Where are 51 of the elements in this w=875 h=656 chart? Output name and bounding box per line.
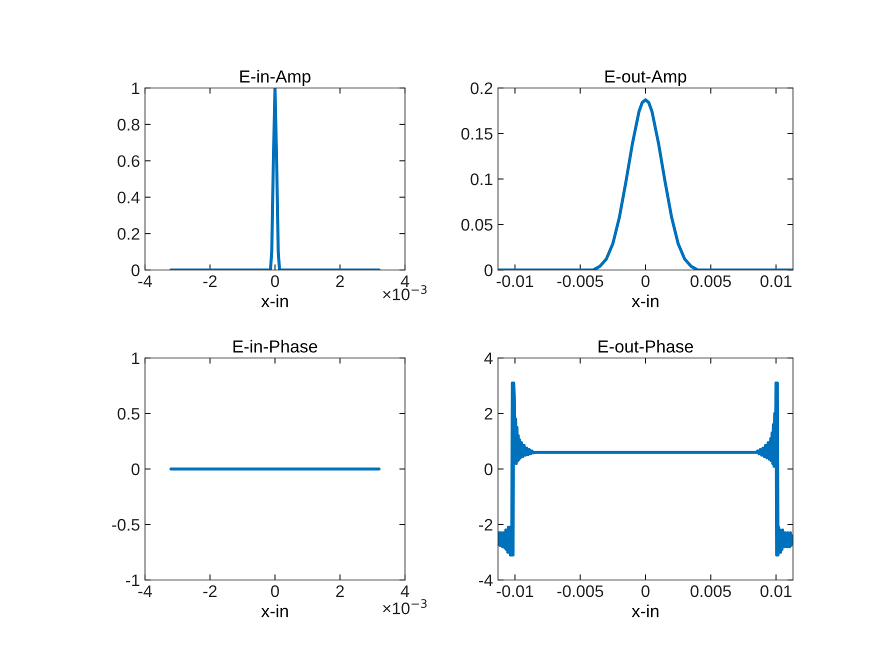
- text: ×10$^{−3}$: [383, 285, 427, 300]
- y-tick-label: 1: [132, 352, 140, 364]
- x-tick-label: 0.01: [760, 275, 792, 288]
- y-tick-label: 0.15: [461, 128, 492, 140]
- x-axis-title: x-in: [632, 604, 658, 618]
- x-tick-label: 4: [400, 275, 410, 287]
- y-tick-label: -4: [479, 574, 493, 586]
- x-tick-label: 0.01: [760, 585, 792, 598]
- chart-title: E-in-Amp: [240, 70, 310, 86]
- y-tick-label: 0: [484, 264, 492, 276]
- x-axis-title: x-in: [261, 294, 288, 308]
- x-tick-label: -0.01: [496, 585, 534, 598]
- y-tick-label: 0.05: [461, 218, 492, 231]
- x-tick-label: -0.005: [557, 585, 604, 598]
- x-tick-label: 2: [336, 585, 344, 597]
- y-tick-label: 0.5: [118, 408, 140, 420]
- x-tick-label: -2: [203, 585, 217, 597]
- x-tick-label: -0.01: [496, 275, 534, 288]
- y-tick-label: 0.4: [118, 192, 140, 204]
- y-tick-label: 0: [484, 463, 492, 476]
- y-tick-label: 4: [484, 352, 493, 364]
- x-tick-label: 0.005: [690, 275, 731, 288]
- y-tick-label: 0.8: [118, 118, 140, 131]
- chart-title: E-in-Phase: [233, 340, 318, 353]
- y-tick-label: -2: [479, 518, 492, 531]
- x-tick-label: -0.005: [557, 275, 604, 288]
- line-series: [169, 88, 381, 270]
- y-tick-label: 0: [132, 463, 140, 476]
- y-tick-label: 2: [484, 408, 492, 420]
- x-tick-label: 4: [400, 585, 410, 597]
- line-series: [498, 381, 793, 557]
- x-tick-label: 0: [642, 585, 650, 598]
- y-tick-label: 0.2: [118, 228, 140, 240]
- y-tick-label: 0.1: [470, 173, 492, 186]
- x-tick-label: 0.005: [690, 585, 731, 598]
- x-axis-title: x-in: [261, 604, 288, 618]
- y-tick-label: -1: [126, 574, 140, 586]
- x-tick-label: 0: [271, 275, 279, 288]
- y-tick-label: 0.2: [470, 82, 492, 94]
- x-tick-label: 0: [271, 585, 279, 598]
- x-axis-title: x-in: [632, 294, 658, 308]
- x-tick-label: -2: [203, 275, 217, 287]
- y-tick-label: 1: [132, 82, 140, 94]
- y-tick-label: 0.6: [118, 155, 140, 168]
- x-tick-label: 0: [642, 275, 650, 288]
- y-tick-label: 0: [132, 264, 140, 276]
- chart-title: E-out-Phase: [598, 340, 693, 353]
- text: ×10$^{−3}$: [383, 599, 427, 614]
- chart-title: E-out-Amp: [605, 70, 686, 86]
- y-tick-label: -0.5: [112, 518, 140, 531]
- x-tick-label: 2: [336, 275, 344, 287]
